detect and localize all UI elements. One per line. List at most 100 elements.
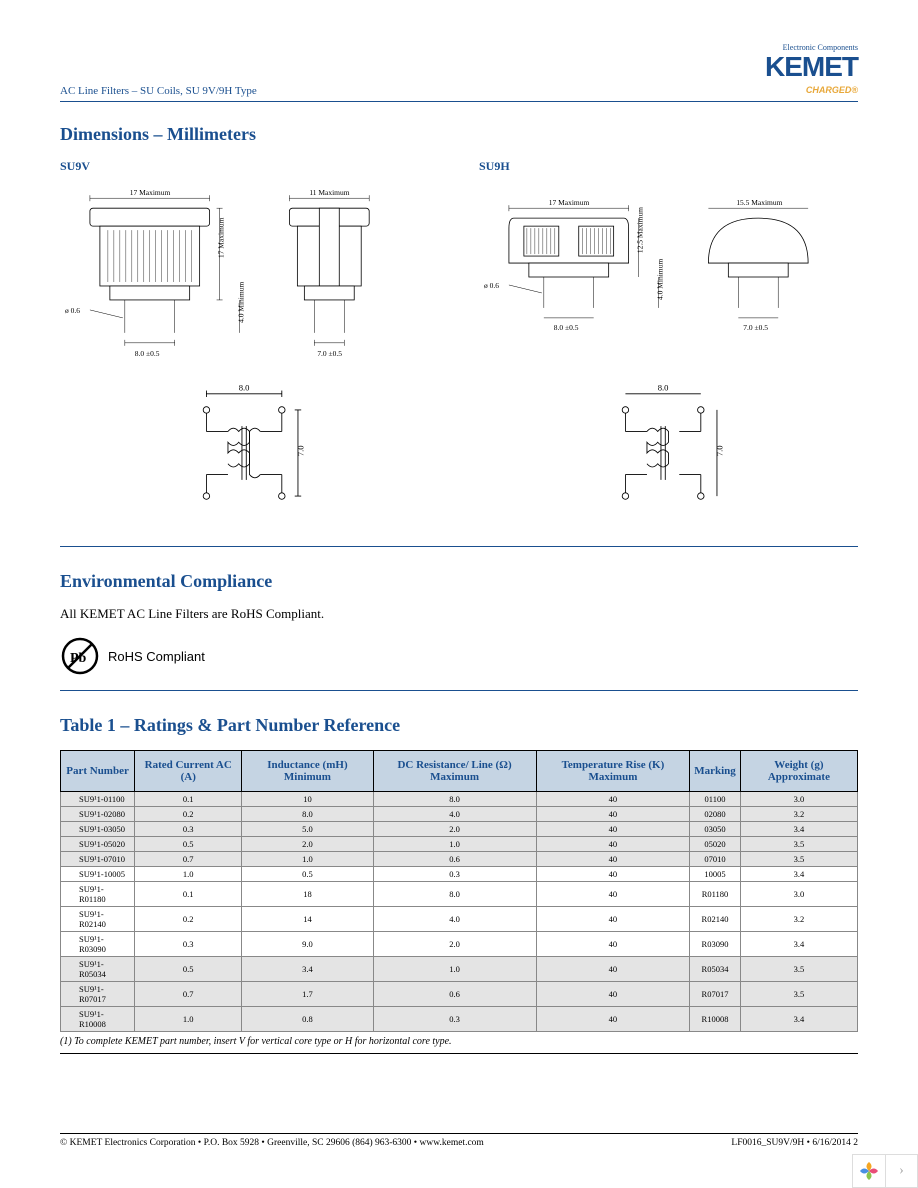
table-header: Part Number — [61, 751, 135, 792]
table-cell: 0.1 — [135, 792, 242, 807]
table-cell: SU9¹1-R07017 — [61, 982, 135, 1007]
table-row: SU9¹1-R021400.2144.040R021403.2 — [61, 907, 858, 932]
table-cell: 0.8 — [242, 1007, 373, 1032]
table-cell: 0.2 — [135, 907, 242, 932]
table-cell: SU9¹1-R05034 — [61, 957, 135, 982]
table-row: SU9¹1-011000.1108.040011003.0 — [61, 792, 858, 807]
table-cell: R02140 — [690, 907, 741, 932]
table-cell: 4.0 — [373, 807, 536, 822]
table-cell: 3.2 — [740, 807, 857, 822]
table-cell: R10008 — [690, 1007, 741, 1032]
svg-text:7.0 ±0.5: 7.0 ±0.5 — [317, 349, 342, 358]
table-cell: 0.6 — [373, 982, 536, 1007]
table-cell: R03090 — [690, 932, 741, 957]
table-row: SU9¹1-R050340.53.41.040R050343.5 — [61, 957, 858, 982]
svg-text:8.0: 8.0 — [239, 383, 250, 393]
table-cell: 1.0 — [135, 1007, 242, 1032]
table-cell: 0.6 — [373, 852, 536, 867]
table-cell: 3.5 — [740, 837, 857, 852]
section-compliance-title: Environmental Compliance — [60, 571, 858, 592]
kemet-logo: Electronic Components KEMET CHARGED® — [765, 44, 858, 97]
table-row: SU9¹1-R100081.00.80.340R100083.4 — [61, 1007, 858, 1032]
svg-text:12.5 Maximum: 12.5 Maximum — [636, 207, 645, 253]
table-cell: 0.5 — [242, 867, 373, 882]
rohs-label: RoHS Compliant — [108, 649, 205, 664]
svg-text:17 Maximum: 17 Maximum — [130, 188, 171, 197]
table-cell: 40 — [536, 932, 690, 957]
table-row: SU9¹1-050200.52.01.040050203.5 — [61, 837, 858, 852]
table-cell: 02080 — [690, 807, 741, 822]
svg-text:17 Maximum: 17 Maximum — [217, 217, 226, 258]
table-cell: SU9¹1-R02140 — [61, 907, 135, 932]
table-cell: 3.4 — [740, 1007, 857, 1032]
table-cell: 1.0 — [242, 852, 373, 867]
table-row: SU9¹1-R011800.1188.040R011803.0 — [61, 882, 858, 907]
table-header: Temperature Rise (K) Maximum — [536, 751, 690, 792]
table-cell: 1.0 — [135, 867, 242, 882]
header-rule — [60, 101, 858, 102]
svg-text:8.0 ±0.5: 8.0 ±0.5 — [554, 323, 579, 332]
table-cell: 4.0 — [373, 907, 536, 932]
table-row: SU9¹1-100051.00.50.340100053.4 — [61, 867, 858, 882]
logo-text: KEMET — [765, 53, 858, 81]
table-cell: 3.4 — [740, 867, 857, 882]
svg-text:4.0 Minimum: 4.0 Minimum — [237, 282, 246, 323]
svg-text:15.5 Maximum: 15.5 Maximum — [736, 198, 782, 207]
page-footer: © KEMET Electronics Corporation • P.O. B… — [60, 1133, 858, 1148]
table-cell: 40 — [536, 907, 690, 932]
table-cell: 18 — [242, 882, 373, 907]
section-dimensions-title: Dimensions – Millimeters — [60, 124, 858, 145]
table-cell: 0.2 — [135, 807, 242, 822]
table-cell: 10 — [242, 792, 373, 807]
table-header: Inductance (mH) Minimum — [242, 751, 373, 792]
compliance-text: All KEMET AC Line Filters are RoHS Compl… — [60, 606, 858, 622]
table-cell: 9.0 — [242, 932, 373, 957]
table-cell: 10005 — [690, 867, 741, 882]
table-row: SU9¹1-020800.28.04.040020803.2 — [61, 807, 858, 822]
table-header: DC Resistance/ Line (Ω) Maximum — [373, 751, 536, 792]
ratings-table: Part NumberRated Current AC (A)Inductanc… — [60, 750, 858, 1032]
table-cell: SU9¹1-R10008 — [61, 1007, 135, 1032]
nav-logo-icon[interactable] — [853, 1155, 885, 1187]
su9h-label: SU9H — [479, 159, 858, 174]
svg-text:Pb: Pb — [70, 651, 87, 666]
table-cell: 03050 — [690, 822, 741, 837]
table-cell: SU9¹1-05020 — [61, 837, 135, 852]
table-cell: 3.4 — [242, 957, 373, 982]
svg-text:7.0: 7.0 — [714, 445, 724, 456]
svg-text:ø 0.6: ø 0.6 — [484, 281, 499, 290]
table-cell: 14 — [242, 907, 373, 932]
table-cell: SU9¹1-R01180 — [61, 882, 135, 907]
footer-left: © KEMET Electronics Corporation • P.O. B… — [60, 1138, 484, 1148]
table-cell: 8.0 — [242, 807, 373, 822]
table-cell: 01100 — [690, 792, 741, 807]
table-cell: 05020 — [690, 837, 741, 852]
table-footnote: (1) To complete KEMET part number, inser… — [60, 1036, 858, 1054]
table-cell: 5.0 — [242, 822, 373, 837]
page-nav-widget[interactable]: › — [852, 1154, 918, 1188]
table-row: SU9¹1-R070170.71.70.640R070173.5 — [61, 982, 858, 1007]
nav-next-icon[interactable]: › — [885, 1155, 917, 1187]
section-table-title: Table 1 – Ratings & Part Number Referenc… — [60, 715, 858, 736]
table-cell: 8.0 — [373, 792, 536, 807]
table-cell: 0.3 — [373, 867, 536, 882]
table-row: SU9¹1-070100.71.00.640070103.5 — [61, 852, 858, 867]
table-cell: 3.4 — [740, 822, 857, 837]
section-rule-1 — [60, 546, 858, 547]
table-cell: SU9¹1-01100 — [61, 792, 135, 807]
table-cell: 1.0 — [373, 957, 536, 982]
su9h-schematic: 8.0 7.0 — [479, 383, 858, 523]
svg-text:ø 0.6: ø 0.6 — [65, 306, 80, 315]
table-cell: 40 — [536, 852, 690, 867]
table-cell: 3.0 — [740, 882, 857, 907]
logo-subtext: CHARGED® — [806, 85, 858, 95]
su9h-dimension-drawing: 17 Maximum 12.5 Maximum 8.0 ±0.5 — [479, 178, 858, 378]
table-cell: 0.7 — [135, 982, 242, 1007]
table-cell: 8.0 — [373, 882, 536, 907]
table-header: Rated Current AC (A) — [135, 751, 242, 792]
table-cell: 40 — [536, 837, 690, 852]
table-cell: 40 — [536, 807, 690, 822]
table-cell: 1.7 — [242, 982, 373, 1007]
table-cell: 0.3 — [135, 932, 242, 957]
table-row: SU9¹1-R030900.39.02.040R030903.4 — [61, 932, 858, 957]
